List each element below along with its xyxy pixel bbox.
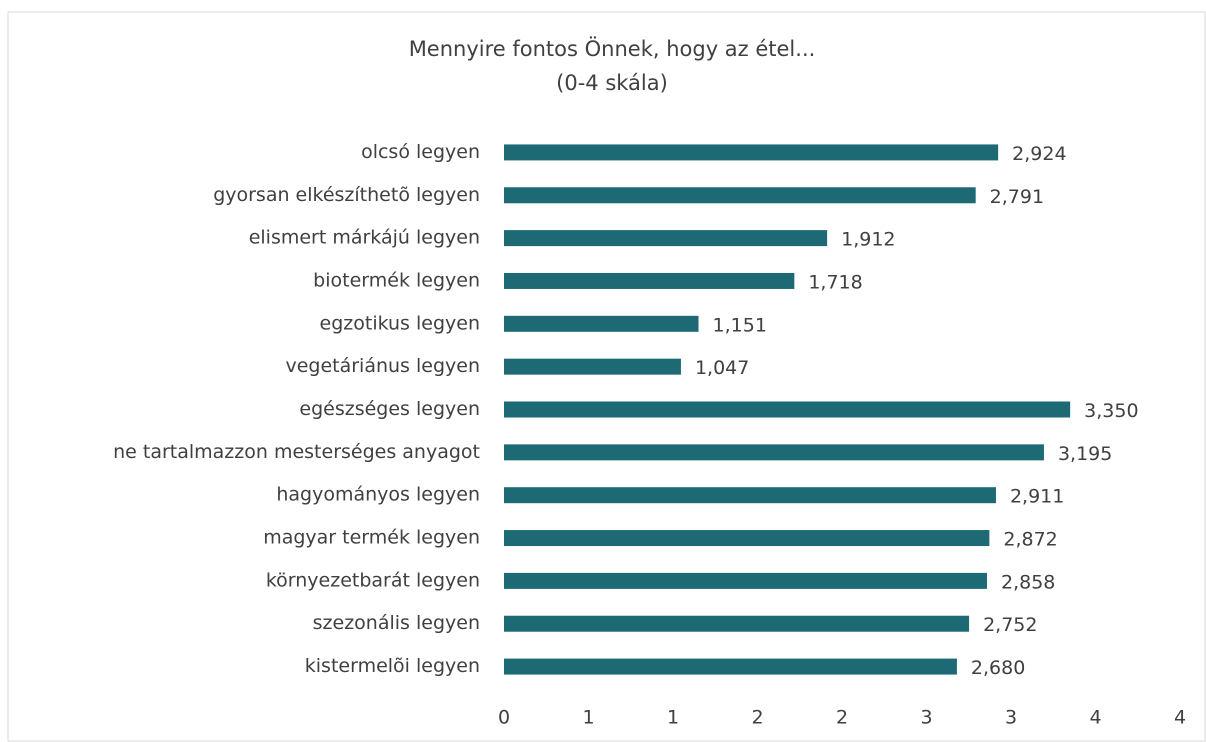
y-tick-label: magyar termék legyen	[263, 527, 480, 549]
bar	[504, 530, 990, 547]
chart-title: Mennyire fontos Önnek, hogy az étel...	[409, 36, 816, 61]
y-tick-label: biotermék legyen	[313, 269, 480, 291]
x-tick-label: 3	[920, 707, 932, 729]
data-label: 2,752	[983, 614, 1037, 636]
y-tick-label: szezonális legyen	[313, 612, 480, 634]
y-tick-label: elismert márkájú legyen	[249, 227, 480, 249]
y-tick-label: környezetbarát legyen	[266, 569, 480, 591]
data-label: 1,912	[841, 229, 895, 251]
x-tick-label: 4	[1174, 707, 1186, 729]
bar	[504, 358, 681, 375]
x-tick-label: 1	[582, 707, 594, 729]
y-tick-label: kistermelõi legyen	[305, 655, 480, 677]
x-tick-label: 4	[1089, 707, 1101, 729]
bar	[504, 272, 795, 289]
bar	[504, 444, 1044, 461]
x-tick-label: 2	[836, 707, 848, 729]
data-label: 2,858	[1001, 571, 1055, 593]
y-tick-label: gyorsan elkészíthetõ legyen	[213, 184, 480, 206]
data-label: 2,680	[971, 657, 1025, 679]
x-tick-label: 3	[1005, 707, 1017, 729]
data-label: 1,718	[808, 271, 862, 293]
data-label: 3,195	[1058, 443, 1112, 465]
bar	[504, 187, 976, 204]
y-tick-label: ne tartalmazzon mesterséges anyagot	[113, 441, 480, 463]
x-tick-label: 1	[667, 707, 679, 729]
data-label: 1,151	[713, 314, 767, 336]
bar	[504, 615, 970, 632]
y-tick-label: hagyományos legyen	[276, 484, 480, 506]
y-tick-label: egészséges legyen	[299, 398, 480, 420]
data-label: 3,350	[1084, 400, 1138, 422]
data-label: 2,872	[1003, 529, 1057, 551]
data-label: 1,047	[695, 357, 749, 379]
data-label: 2,791	[990, 186, 1044, 208]
bar	[504, 572, 988, 589]
x-tick-label: 0	[498, 707, 510, 729]
bar	[504, 401, 1071, 418]
chart-subtitle: (0-4 skála)	[556, 71, 668, 95]
bar	[504, 230, 828, 247]
y-tick-label: olcsó legyen	[361, 141, 480, 163]
data-label: 2,911	[1010, 486, 1064, 508]
bar	[504, 487, 996, 504]
data-label: 2,924	[1012, 143, 1066, 165]
y-tick-label: vegetáriánus legyen	[285, 355, 480, 377]
bar	[504, 315, 699, 332]
x-tick-label: 2	[751, 707, 763, 729]
bar	[504, 658, 957, 675]
bar	[504, 144, 999, 161]
y-tick-label: egzotikus legyen	[320, 312, 480, 334]
